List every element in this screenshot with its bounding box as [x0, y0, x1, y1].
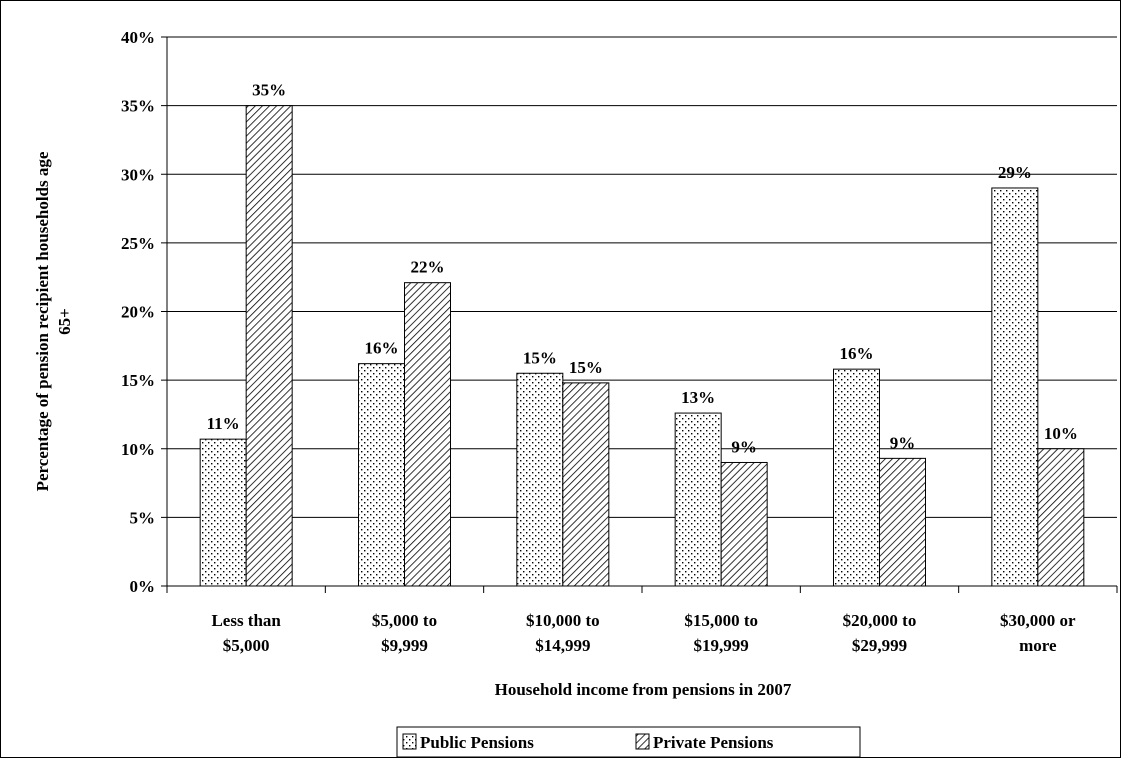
data-label: 10% [1044, 424, 1078, 443]
data-label: 9% [890, 433, 916, 452]
category-label: $5,000 to $9,999 [372, 611, 437, 655]
legend-label-private: Private Pensions [653, 733, 774, 752]
legend: Public Pensions Private Pensions [396, 726, 861, 758]
y-tick-label: 10% [121, 440, 155, 459]
labels: 0% 5% 10% 15% 20% 25% 30% 35% 40% 11% 35% Less than… [121, 28, 1078, 655]
y-axis-title: Percentage of pension recipient househol… [33, 151, 74, 491]
bar-private [720, 461, 768, 587]
y-tick-label: 35% [121, 97, 155, 116]
data-label: 13% [681, 388, 715, 407]
legend-label-public: Public Pensions [420, 733, 534, 752]
data-label: 11% [207, 414, 240, 433]
y-tick-label: 20% [121, 303, 155, 322]
bar-public [674, 412, 722, 587]
data-label: 15% [523, 348, 557, 367]
category-label: $15,000 to $19,999 [684, 611, 758, 655]
y-tick-label: 25% [121, 234, 155, 253]
y-tick-label: 5% [130, 508, 156, 527]
bar-private [245, 105, 293, 587]
data-label: 9% [731, 437, 757, 456]
axes [161, 36, 1118, 593]
bar-private [1037, 448, 1085, 587]
bar-public [991, 187, 1039, 587]
bar-private [562, 382, 610, 587]
data-label: 22% [411, 258, 445, 277]
bar-private [879, 457, 926, 587]
bar-public [516, 372, 564, 587]
legend-swatch-public [402, 733, 417, 750]
data-label: 16% [365, 339, 399, 358]
y-tick-label: 40% [121, 28, 155, 47]
category-label: $30,000 or more [1000, 611, 1076, 655]
x-axis-title: Household income from pensions in 2007 [495, 680, 792, 699]
y-tick-label: 15% [121, 371, 155, 390]
y-tick-label: 0% [130, 577, 156, 596]
y-tick-label: 30% [121, 165, 155, 184]
data-label: 29% [998, 163, 1032, 182]
bar-public [199, 438, 247, 587]
legend-swatch-private [635, 733, 650, 750]
category-label: $10,000 to $14,999 [526, 611, 600, 655]
gridlines [167, 36, 1117, 518]
category-label: $20,000 to $29,999 [843, 611, 917, 655]
data-label: 15% [569, 358, 603, 377]
category-label: Less than $5,000 [211, 611, 281, 655]
bar-private [404, 282, 451, 587]
data-label: 35% [252, 81, 286, 100]
data-label: 16% [840, 344, 874, 363]
bar-public [358, 363, 405, 587]
bar-public [833, 368, 880, 587]
bars [199, 105, 1085, 587]
legend-box [396, 726, 861, 758]
